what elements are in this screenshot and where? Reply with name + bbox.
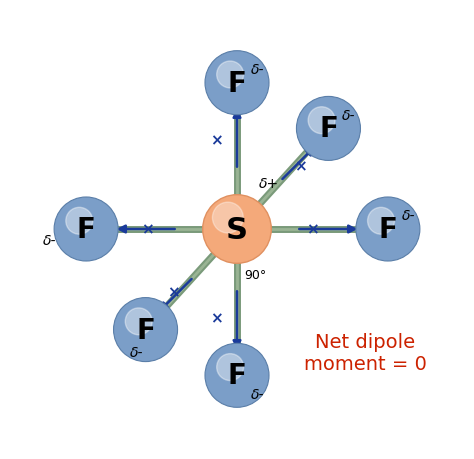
Text: ×: × [210, 133, 223, 148]
Circle shape [66, 208, 93, 235]
Text: 90°: 90° [244, 269, 266, 282]
Circle shape [296, 97, 360, 161]
Text: F: F [319, 115, 338, 143]
Text: Net dipole
moment = 0: Net dipole moment = 0 [303, 332, 427, 373]
Circle shape [114, 298, 178, 362]
Text: δ-: δ- [43, 234, 56, 248]
Text: δ-: δ- [130, 346, 143, 360]
Text: δ-: δ- [251, 387, 264, 401]
Text: ×: × [294, 159, 307, 174]
Circle shape [212, 203, 243, 234]
Text: δ-: δ- [401, 209, 415, 223]
Circle shape [125, 308, 152, 335]
Text: δ+: δ+ [259, 177, 279, 191]
Text: ×: × [141, 222, 154, 237]
Circle shape [308, 107, 335, 134]
Circle shape [203, 195, 271, 264]
Text: ×: × [210, 311, 223, 326]
Text: δ-: δ- [342, 108, 356, 123]
Text: F: F [228, 69, 246, 97]
Text: ×: × [167, 285, 180, 300]
Text: F: F [228, 362, 246, 390]
Circle shape [54, 197, 118, 262]
Circle shape [367, 208, 394, 235]
Circle shape [205, 51, 269, 116]
Circle shape [217, 62, 244, 89]
Text: ×: × [306, 222, 319, 237]
Text: F: F [378, 216, 397, 243]
Text: δ-: δ- [251, 63, 264, 77]
Circle shape [356, 197, 420, 262]
Circle shape [217, 354, 244, 381]
Text: S: S [226, 215, 248, 244]
Text: F: F [77, 216, 96, 243]
Circle shape [205, 343, 269, 408]
Text: F: F [136, 316, 155, 344]
